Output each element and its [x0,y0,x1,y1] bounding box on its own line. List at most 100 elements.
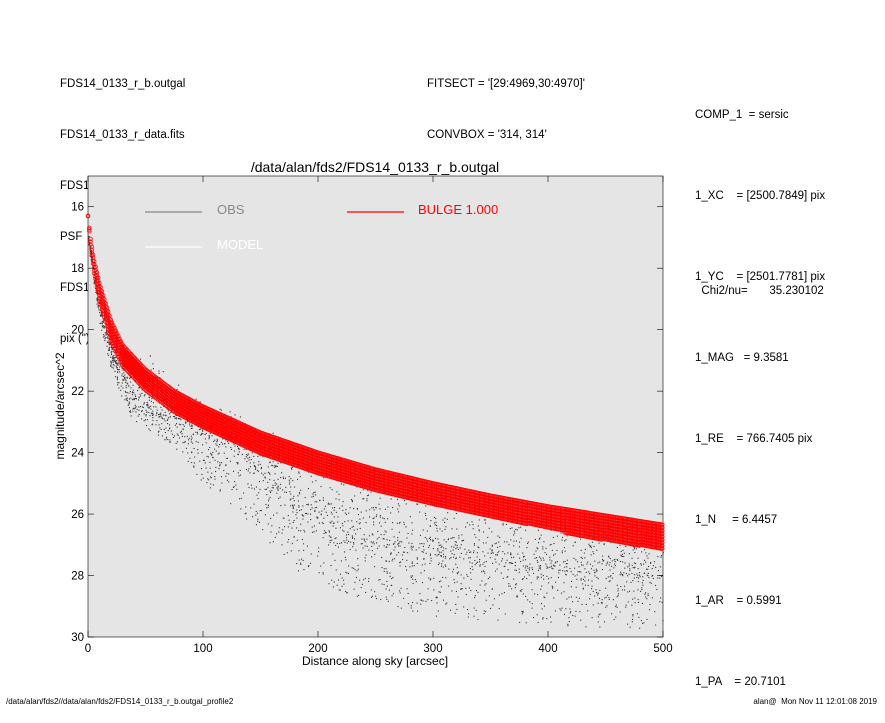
bulge-point [151,379,156,384]
obs-point [446,602,448,604]
obs-point [261,438,263,440]
obs-point [626,538,628,540]
bulge-point [228,419,234,425]
obs-point [128,374,130,376]
obs-point [521,578,523,580]
bulge-point [154,375,159,380]
bulge-point [352,478,358,484]
obs-point [296,539,298,541]
bulge-point [149,371,154,377]
obs-point [554,565,556,567]
obs-point [297,500,299,502]
obs-point [456,528,458,530]
obs-point [516,596,518,598]
bulge-point [302,454,307,459]
obs-point [180,430,182,432]
obs-point [547,567,549,569]
obs-point [595,536,597,538]
obs-point [289,499,291,501]
bulge-point [155,382,160,387]
obs-point [647,557,649,559]
bulge-point [346,471,351,476]
bulge-point [338,466,344,471]
bulge-point [441,486,446,491]
obs-point [259,463,261,465]
obs-point [612,599,614,601]
obs-point [228,442,230,444]
obs-point [491,551,493,553]
obs-point [467,609,469,611]
obs-point [146,411,148,413]
bulge-point [251,442,256,447]
obs-point [560,532,562,534]
bulge-point [228,425,234,431]
obs-point [452,571,454,573]
obs-point [422,529,424,531]
obs-point [637,599,639,601]
obs-point [203,459,205,461]
bulge-point [300,454,306,459]
bulge-point [322,455,327,460]
bulge-point [252,445,258,450]
obs-point [191,451,193,453]
bulge-point [199,418,204,423]
obs-point [410,577,412,579]
obs-point [123,368,125,370]
obs-point [169,441,171,443]
bulge-point [233,436,239,442]
obs-point [226,422,228,424]
obs-point [388,589,390,591]
bulge-point [236,423,241,428]
bulge-point [289,461,294,467]
bulge-point [200,410,206,415]
bulge-point [397,473,402,478]
bulge-point [397,481,402,487]
bulge-point [199,415,204,420]
bulge-point [179,401,184,407]
bulge-point [141,371,146,376]
bulge-point [385,490,390,496]
bulge-point [264,435,269,440]
bulge-point [213,418,218,424]
bulge-point [179,413,184,418]
obs-point [552,586,554,588]
obs-point [247,470,249,472]
obs-point [640,563,642,565]
obs-point [132,389,134,391]
obs-point [302,515,304,517]
obs-point [475,562,477,564]
obs-point [498,550,500,552]
bulge-point [418,495,423,501]
bulge-point [360,469,365,474]
obs-point [211,472,213,474]
bulge-point [195,416,201,421]
obs-point [227,439,229,441]
obs-point [478,511,480,513]
bulge-point [403,495,408,500]
obs-point [591,617,593,619]
obs-point [558,572,560,574]
bulge-point [393,483,398,489]
obs-point [549,566,551,568]
obs-point [250,459,252,461]
bulge-point [375,473,380,479]
bulge-point [455,503,460,509]
bulge-point [226,421,231,427]
obs-point [253,503,255,505]
bulge-point [226,430,231,435]
obs-point [343,579,345,581]
obs-point [158,424,160,426]
obs-point [141,410,143,412]
obs-point [566,598,568,600]
bulge-point [337,474,342,479]
bulge-point [462,505,468,510]
bulge-point [391,483,397,488]
obs-point [191,425,193,427]
obs-point [345,509,347,511]
obs-point [570,571,572,573]
obs-point [152,423,154,425]
bulge-point [157,393,163,398]
bulge-point [236,426,241,431]
bulge-point [141,383,146,388]
obs-point [538,567,540,569]
